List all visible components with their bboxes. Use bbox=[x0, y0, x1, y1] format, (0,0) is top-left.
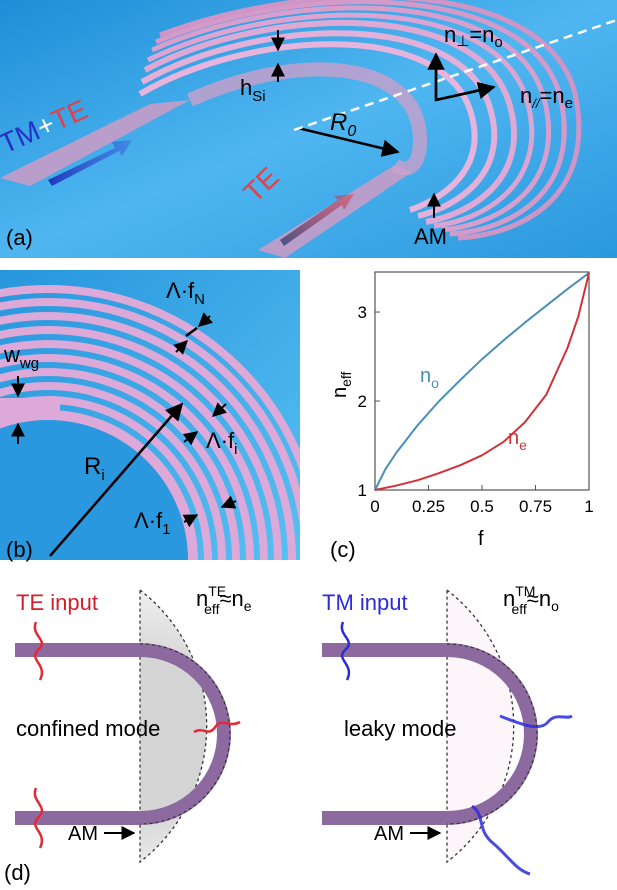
y-tick-label: 2 bbox=[358, 392, 367, 411]
label-am-a: AM bbox=[414, 224, 447, 249]
panel-c-tag: (c) bbox=[330, 537, 356, 562]
inner-bend bbox=[187, 62, 428, 176]
ri-arrow bbox=[49, 402, 184, 557]
te-input-mode bbox=[33, 621, 44, 681]
x-tick-label: 0 bbox=[370, 497, 379, 516]
panel-d: TE input nTE eff≈ne confined mode AM (d) … bbox=[4, 583, 573, 885]
tm-mode-label: leaky mode bbox=[344, 716, 457, 741]
series-line-n-o bbox=[374, 272, 590, 491]
input-waveguide bbox=[0, 100, 190, 186]
panel-b: wwg Ri Λ·fN Λ·fi Λ·f1 (b) bbox=[0, 270, 300, 562]
y-tick-label: 1 bbox=[358, 481, 367, 500]
tm-leaky-mode-2 bbox=[471, 804, 531, 876]
x-axis-label: f bbox=[478, 528, 484, 550]
x-tick-label: 0.5 bbox=[470, 497, 494, 516]
te-waveguide bbox=[15, 643, 231, 825]
te-mode-label: confined mode bbox=[16, 716, 160, 741]
series-label-ne: ne bbox=[508, 427, 527, 453]
panel-a: TM+TE TE hSi R0 n⊥=no n//=ne AM (a) bbox=[0, 0, 617, 258]
label-w-wg: wwg bbox=[3, 342, 39, 372]
tm-waveguide bbox=[322, 643, 538, 825]
label-r0: R0 bbox=[330, 109, 356, 140]
panel-d-te: TE input nTE eff≈ne confined mode AM (d) bbox=[4, 583, 252, 885]
radius-arrow bbox=[297, 126, 400, 157]
y-axis-label: neff bbox=[329, 371, 354, 398]
panel-d-tag: (d) bbox=[4, 860, 31, 885]
label-h-si: hSi bbox=[240, 75, 266, 105]
tm-input-title: TM input bbox=[322, 590, 408, 615]
x-tick-label: 0.75 bbox=[519, 497, 552, 516]
x-tick-label: 0.25 bbox=[412, 497, 445, 516]
subwavelength-rings bbox=[138, 0, 582, 241]
label-n-perp: n⊥=no bbox=[444, 22, 503, 51]
x-tick-label: 1 bbox=[584, 497, 593, 516]
te-input-title: TE input bbox=[16, 590, 98, 615]
plot-frame bbox=[374, 271, 590, 491]
panel-b-tag: (b) bbox=[6, 537, 33, 562]
te-neff: nTE eff≈ne bbox=[196, 583, 252, 617]
te-am-label: AM bbox=[68, 823, 98, 845]
label-lambda-fi: Λ·fi bbox=[206, 428, 237, 458]
label-r-i: Ri bbox=[84, 453, 105, 484]
tm-neff: nTM eff≈no bbox=[503, 583, 559, 617]
panel-d-tm: TM input nTM eff≈no leaky mode AM bbox=[322, 583, 573, 876]
optical-axis bbox=[293, 18, 617, 132]
label-lambda-f1: Λ·f1 bbox=[134, 508, 170, 538]
tm-input-mode bbox=[340, 621, 351, 681]
output-arrow bbox=[280, 194, 354, 246]
te-bend-mode bbox=[193, 720, 241, 734]
panel-a-tag: (a) bbox=[6, 225, 33, 250]
tm-am-label: AM bbox=[374, 823, 404, 845]
tm-leaky-mode-1 bbox=[499, 714, 573, 729]
series-line-n-e bbox=[374, 272, 590, 491]
ring-grating bbox=[0, 285, 300, 560]
series-label-no: no bbox=[420, 365, 439, 391]
panel-c-chart: 0 0.25 0.5 0.75 1 1 2 3 neff f no ne (c) bbox=[329, 271, 594, 562]
input-arrow bbox=[48, 140, 132, 186]
te-output-mode bbox=[33, 787, 44, 849]
label-lambda-fn: Λ·fN bbox=[166, 278, 205, 308]
y-tick-label: 3 bbox=[358, 303, 367, 322]
label-n-par: n//=ne bbox=[520, 83, 573, 112]
